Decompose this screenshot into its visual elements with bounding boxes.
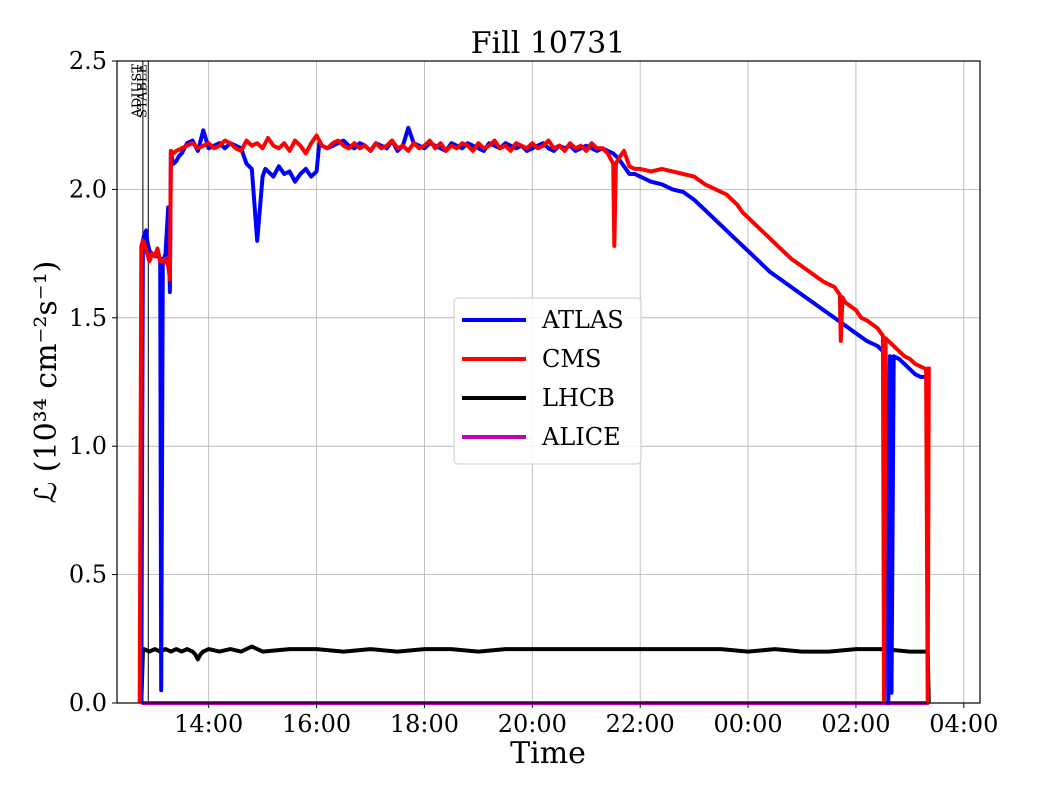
beam-mode-label: STABLE	[135, 64, 150, 118]
legend-label: LHCB	[542, 384, 615, 412]
x-axis-ticks: 14:00 16:00 18:00 20:00 22:00 00:00 02:00 04:00	[174, 703, 998, 738]
plot-frame	[116, 60, 981, 704]
beam-mode-label: ADJUST	[130, 64, 145, 119]
x-tick-label: 14:00	[174, 710, 243, 738]
legend-label: CMS	[542, 345, 601, 373]
y-tick-label: 2.5	[69, 47, 107, 75]
legend: ATLAS CMS LHCB ALICE	[453, 297, 642, 465]
x-tick-label: 22:00	[606, 710, 675, 738]
chart-title: Fill 10731	[471, 26, 626, 61]
x-tick-label: 18:00	[390, 710, 459, 738]
legend-label: ALICE	[541, 423, 621, 451]
series-line-lhcb	[139, 644, 931, 704]
legend-box	[453, 297, 642, 465]
y-tick-label: 1.0	[69, 432, 107, 460]
x-axis-label: Time	[510, 736, 586, 771]
legend-label: ATLAS	[541, 306, 624, 334]
series-line-cms	[137, 133, 931, 705]
x-tick-label: 04:00	[929, 710, 998, 738]
y-tick-label: 0.0	[69, 689, 107, 717]
y-tick-label: 0.5	[69, 561, 107, 589]
x-tick-label: 20:00	[498, 710, 567, 738]
x-tick-label: 16:00	[282, 710, 351, 738]
y-axis-label: ℒ (10³⁴ cm⁻²s⁻¹)	[29, 261, 64, 504]
y-tick-label: 1.5	[69, 304, 107, 332]
y-axis-ticks: 0.0 0.5 1.0 1.5 2.0 2.5	[69, 47, 117, 717]
x-tick-label: 00:00	[713, 710, 782, 738]
x-tick-label: 02:00	[821, 710, 890, 738]
y-tick-label: 2.0	[69, 175, 107, 203]
